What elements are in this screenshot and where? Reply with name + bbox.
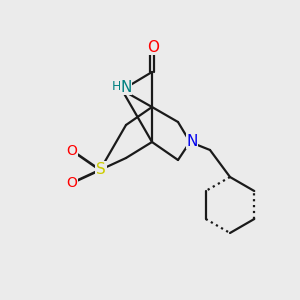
Text: N: N bbox=[120, 80, 132, 94]
Text: H: H bbox=[111, 80, 121, 94]
Text: N: N bbox=[186, 134, 198, 148]
Text: O: O bbox=[147, 40, 159, 55]
Text: O: O bbox=[67, 176, 77, 190]
Text: S: S bbox=[96, 161, 106, 176]
Text: O: O bbox=[67, 144, 77, 158]
